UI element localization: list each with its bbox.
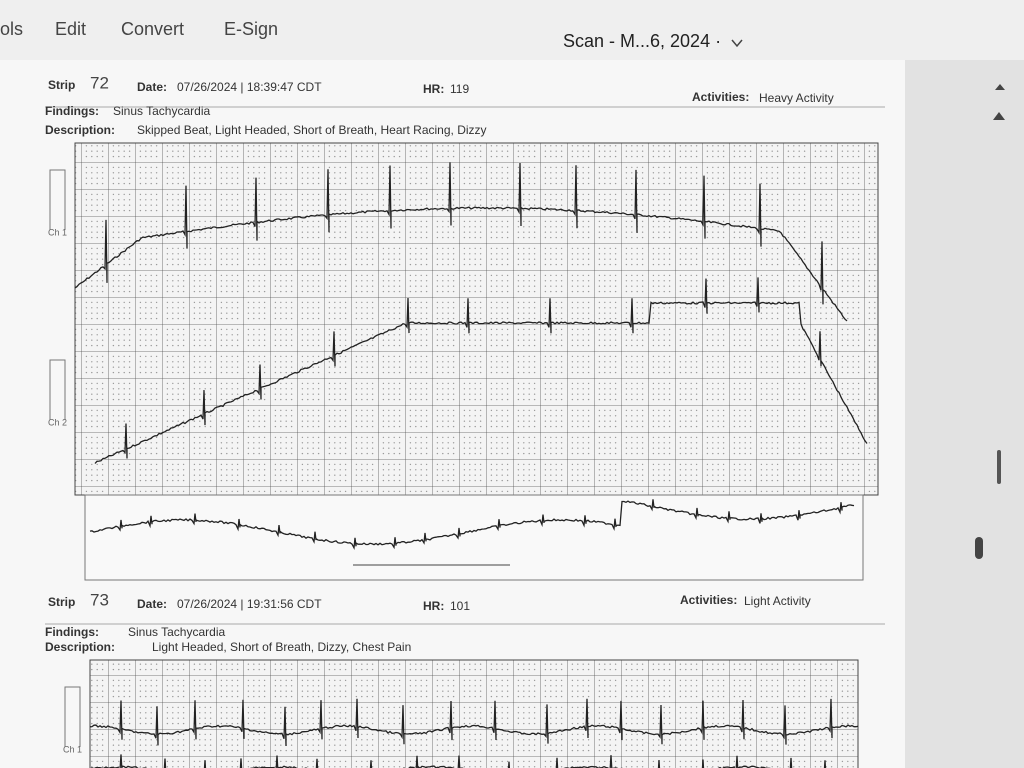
channel-label: Ch 1 — [63, 744, 82, 754]
hr: 119 — [450, 82, 469, 96]
activities: Heavy Activity — [759, 91, 834, 105]
description-label: Description: — [45, 640, 115, 654]
findings-label: Findings: — [45, 104, 99, 118]
activities: Light Activity — [744, 594, 811, 608]
toolbar — [0, 0, 1024, 60]
strip-label: Strip — [48, 595, 75, 609]
findings: Sinus Tachycardia — [128, 625, 225, 639]
activities-label: Activities: — [680, 593, 737, 607]
findings-label: Findings: — [45, 625, 99, 639]
description: Light Headed, Short of Breath, Dizzy, Ch… — [152, 640, 411, 654]
title-dropdown[interactable] — [731, 39, 743, 48]
description: Skipped Beat, Light Headed, Short of Bre… — [137, 123, 487, 137]
ch1-trace — [89, 698, 859, 746]
date: 07/26/2024 | 19:31:56 CDT — [177, 597, 322, 611]
strip-label: Strip — [48, 78, 75, 92]
menu-item[interactable]: Convert — [121, 19, 184, 39]
activities-label: Activities: — [692, 90, 749, 104]
strip-number: 73 — [90, 590, 109, 609]
channel-label: Ch 1 — [48, 227, 67, 237]
calibration-pulse — [64, 686, 81, 747]
scroll-thumb[interactable] — [997, 450, 1001, 484]
ecg-grid — [89, 659, 859, 768]
hr-label: HR: — [423, 82, 444, 96]
scroll-handle[interactable] — [975, 537, 983, 559]
menu-item[interactable]: ols — [0, 19, 23, 39]
strip-number: 72 — [90, 73, 109, 92]
channel-label: Ch 2 — [48, 417, 67, 427]
calibration-pulse — [49, 359, 66, 420]
hr-label: HR: — [423, 599, 444, 613]
date-label: Date: — [137, 597, 167, 611]
ecg-grid — [74, 142, 879, 496]
date-label: Date: — [137, 80, 167, 94]
ch1-trace — [74, 162, 848, 322]
description-label: Description: — [45, 123, 115, 137]
hr: 101 — [450, 599, 470, 613]
findings: Sinus Tachycardia — [113, 104, 210, 118]
rhythm-trace — [89, 499, 855, 551]
menu-item[interactable]: Edit — [55, 19, 86, 39]
calibration-pulse — [49, 169, 66, 230]
side-panel — [905, 60, 1024, 768]
date: 07/26/2024 | 18:39:47 CDT — [177, 80, 322, 94]
document-title: Scan - M...6, 2024 · — [563, 31, 721, 51]
ch2-trace — [94, 277, 868, 464]
scroll-arrows[interactable] — [993, 84, 1005, 120]
rhythm-box — [84, 494, 864, 581]
menu-item[interactable]: E-Sign — [224, 19, 278, 39]
